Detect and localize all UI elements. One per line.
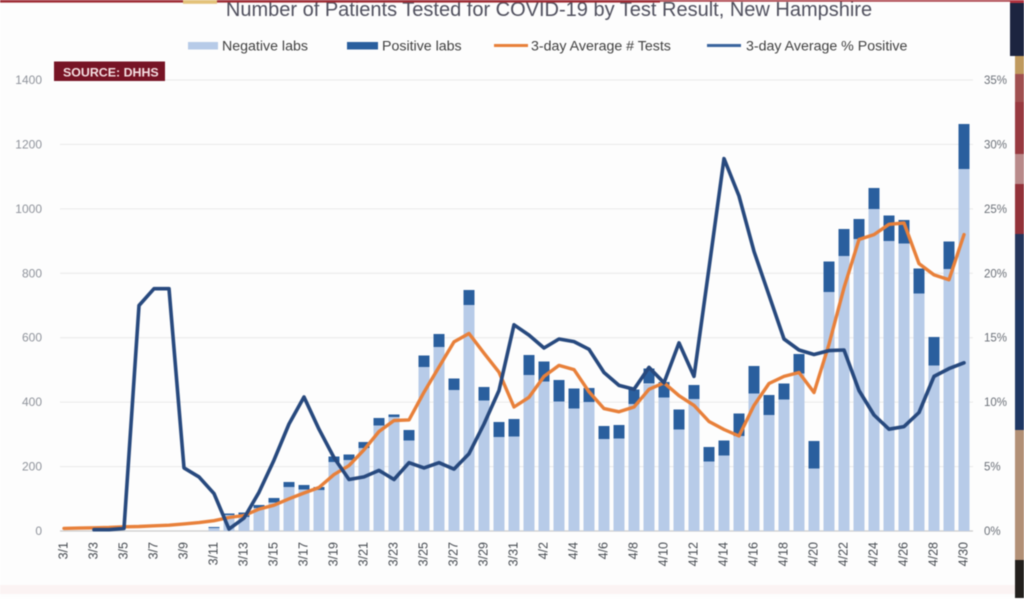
svg-text:0: 0: [35, 524, 42, 538]
svg-text:Positive labs: Positive labs: [382, 39, 462, 55]
svg-text:35%: 35%: [984, 75, 1007, 87]
svg-text:4/12: 4/12: [687, 542, 701, 566]
svg-text:1200: 1200: [15, 137, 42, 151]
svg-text:3/21: 3/21: [357, 542, 371, 566]
svg-text:4/30: 4/30: [957, 542, 971, 566]
svg-text:4/14: 4/14: [717, 542, 731, 566]
svg-text:Negative labs: Negative labs: [222, 39, 308, 55]
svg-text:400: 400: [22, 395, 42, 409]
svg-text:Number of Patients Tested for: Number of Patients Tested for COVID-19 b…: [226, 0, 872, 21]
svg-text:4/16: 4/16: [747, 542, 761, 566]
svg-text:3/1: 3/1: [57, 542, 71, 559]
svg-text:4/26: 4/26: [897, 542, 911, 566]
svg-text:3/5: 3/5: [117, 542, 131, 559]
svg-text:4/20: 4/20: [807, 542, 821, 566]
svg-text:3/7: 3/7: [147, 542, 161, 559]
svg-text:4/18: 4/18: [777, 542, 791, 566]
svg-text:4/22: 4/22: [837, 542, 851, 566]
svg-text:0%: 0%: [984, 526, 1001, 538]
svg-text:4/4: 4/4: [567, 542, 581, 559]
svg-text:4/2: 4/2: [537, 542, 551, 559]
svg-text:4/24: 4/24: [867, 542, 881, 566]
svg-text:1000: 1000: [15, 202, 42, 216]
svg-text:3/13: 3/13: [237, 542, 251, 566]
svg-text:3/17: 3/17: [297, 542, 311, 566]
svg-text:3/11: 3/11: [207, 542, 221, 565]
svg-text:3/31: 3/31: [507, 542, 521, 566]
svg-text:3/29: 3/29: [477, 542, 491, 566]
svg-text:3-day Average % Positive: 3-day Average % Positive: [746, 39, 908, 55]
svg-text:4/6: 4/6: [597, 542, 611, 559]
svg-text:3/19: 3/19: [327, 542, 341, 566]
svg-text:800: 800: [22, 266, 42, 280]
svg-text:SOURCE: DHHS: SOURCE: DHHS: [63, 66, 159, 80]
svg-text:3/23: 3/23: [387, 542, 401, 566]
svg-text:3/9: 3/9: [177, 542, 191, 559]
svg-text:25%: 25%: [984, 204, 1007, 216]
svg-text:3/25: 3/25: [417, 542, 431, 566]
svg-text:15%: 15%: [984, 333, 1007, 345]
svg-text:600: 600: [22, 331, 42, 345]
svg-text:5%: 5%: [984, 462, 1001, 474]
svg-text:200: 200: [22, 460, 42, 474]
svg-text:4/28: 4/28: [927, 542, 941, 566]
svg-text:10%: 10%: [984, 397, 1007, 409]
svg-text:3/27: 3/27: [447, 542, 461, 566]
svg-text:20%: 20%: [984, 268, 1007, 280]
svg-text:4/8: 4/8: [627, 542, 641, 559]
svg-text:30%: 30%: [984, 139, 1007, 151]
svg-text:3-day Average # Tests: 3-day Average # Tests: [531, 39, 671, 55]
svg-text:1400: 1400: [15, 73, 42, 87]
svg-text:3/15: 3/15: [267, 542, 281, 566]
svg-text:3/3: 3/3: [87, 542, 101, 559]
svg-text:4/10: 4/10: [657, 542, 671, 566]
